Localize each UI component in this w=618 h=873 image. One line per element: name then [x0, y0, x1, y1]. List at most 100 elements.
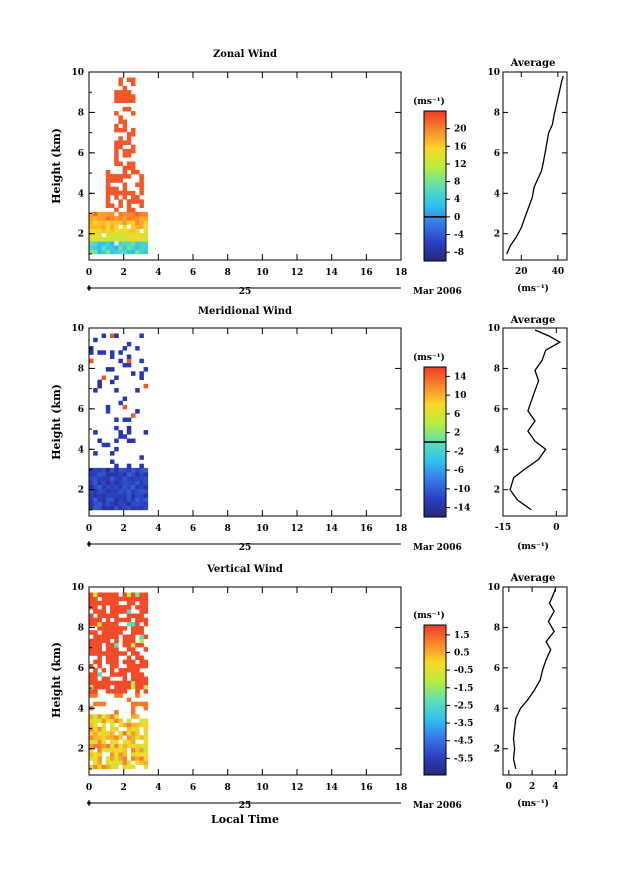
heatmap-cell [135, 630, 140, 635]
heatmap-cell [101, 467, 107, 473]
heatmap-cell [118, 119, 123, 124]
heatmap-cell [114, 488, 119, 494]
heatmap-cell [126, 203, 132, 208]
heatmap-cell [122, 216, 128, 221]
heatmap-cell [97, 756, 102, 761]
heatmap-cell [122, 626, 128, 631]
heatmap-cell [114, 710, 119, 715]
heatmap-cell [135, 722, 140, 728]
heatmap-cell [105, 237, 111, 242]
heatmap-cell [135, 756, 140, 761]
heatmap-cell [114, 161, 119, 166]
y-tick-label: 4 [78, 189, 84, 199]
heatmap-cell [89, 676, 94, 681]
average-profile-line [509, 329, 562, 511]
average-x-label: (ms⁻¹) [517, 798, 549, 809]
heatmap-cell [105, 501, 111, 506]
heatmap-cell [97, 659, 102, 665]
heatmap-cell [122, 638, 128, 644]
y-tick-label: 10 [71, 324, 84, 334]
heatmap-cell [114, 735, 119, 740]
axis-ticks: 0 2 4 6 8 10 12 14 16 18 2 4 6 8 10 [71, 583, 407, 806]
heatmap-cell [89, 480, 94, 485]
heatmap-cell [114, 148, 119, 154]
heatmap-cell [114, 609, 119, 614]
heatmap-cell [122, 232, 128, 238]
heatmap-cell [105, 228, 111, 234]
heatmap-cell [131, 161, 136, 166]
heatmap-cell [126, 140, 132, 145]
heatmap-cell [101, 609, 107, 614]
heatmap-cell [97, 626, 102, 631]
heatmap-cell [135, 237, 140, 242]
heatmap-cell [131, 747, 136, 753]
heatmap-cell [122, 195, 128, 200]
heatmap-cell [126, 668, 132, 673]
average-frame [502, 71, 568, 261]
heatmap-cell [139, 592, 144, 597]
heatmap-cell [135, 617, 140, 623]
heatmap-cell [122, 237, 128, 242]
heatmap-cell [126, 600, 132, 606]
heatmap-cell [89, 743, 94, 749]
heatmap-cell [143, 224, 149, 229]
heatmap-cell [110, 735, 115, 740]
heatmap-cell [89, 216, 94, 221]
heatmap-cell [114, 232, 119, 238]
date-axis-marker [87, 801, 91, 805]
x-tick-label: 6 [190, 783, 196, 793]
heatmap-cell [118, 505, 123, 511]
heatmap-cell [114, 714, 119, 719]
average-profile-line [506, 75, 564, 255]
heatmap-cell [105, 680, 111, 686]
heatmap-cell [139, 684, 144, 690]
heatmap-cell [93, 722, 98, 728]
heatmap-cell [114, 638, 119, 644]
heatmap-cell [93, 220, 98, 225]
heatmap-cell [118, 127, 123, 133]
heatmap-cell [139, 609, 144, 614]
heatmap-cell [105, 203, 111, 208]
heatmap-cell [114, 467, 119, 473]
heatmap-cell [105, 476, 111, 481]
average-y-tick-label: 8 [494, 108, 500, 118]
heatmap-cell [131, 413, 136, 418]
heatmap-cell [114, 680, 119, 686]
heatmap-cell [139, 199, 144, 204]
heatmap-cell [89, 245, 94, 250]
heatmap-cell [135, 480, 140, 485]
heatmap-cell [126, 232, 132, 238]
heatmap-cell [101, 442, 107, 448]
heatmap-cell [122, 609, 128, 614]
heatmap-cell [105, 600, 111, 606]
heatmap-cell [135, 752, 140, 757]
heatmap-cell [126, 237, 132, 242]
heatmap-cell [126, 249, 132, 255]
heatmap-cell [139, 722, 144, 728]
heatmap-cell [97, 245, 102, 250]
heatmap-cell [114, 178, 119, 183]
heatmap-cell [97, 232, 102, 238]
heatmap-cell [126, 220, 132, 225]
heatmap-cell [131, 94, 136, 99]
heatmap-cell [135, 169, 140, 175]
heatmap-cell [126, 718, 132, 723]
heatmap-cell [126, 722, 132, 728]
heatmap-cell [97, 505, 102, 511]
heatmap-cell [143, 430, 149, 435]
colorbar-ticks: 20 16 12 8 4 0 -4 -8 [424, 125, 467, 258]
heatmap-cell [122, 98, 128, 103]
heatmap-cell [114, 174, 119, 179]
heatmap-cell [97, 760, 102, 765]
heatmap-cell [143, 383, 149, 389]
heatmap-cell [126, 207, 132, 213]
heatmap-cell [105, 596, 111, 602]
heatmap-cell [143, 472, 149, 477]
x-tick-label: 16 [360, 783, 373, 793]
x-tick-label: 4 [155, 524, 161, 534]
heatmap-cell [110, 220, 115, 225]
heatmap-cell [139, 358, 144, 364]
heatmap-cell [126, 642, 132, 648]
heatmap-cell [89, 663, 94, 669]
heatmap-cell [122, 484, 128, 490]
